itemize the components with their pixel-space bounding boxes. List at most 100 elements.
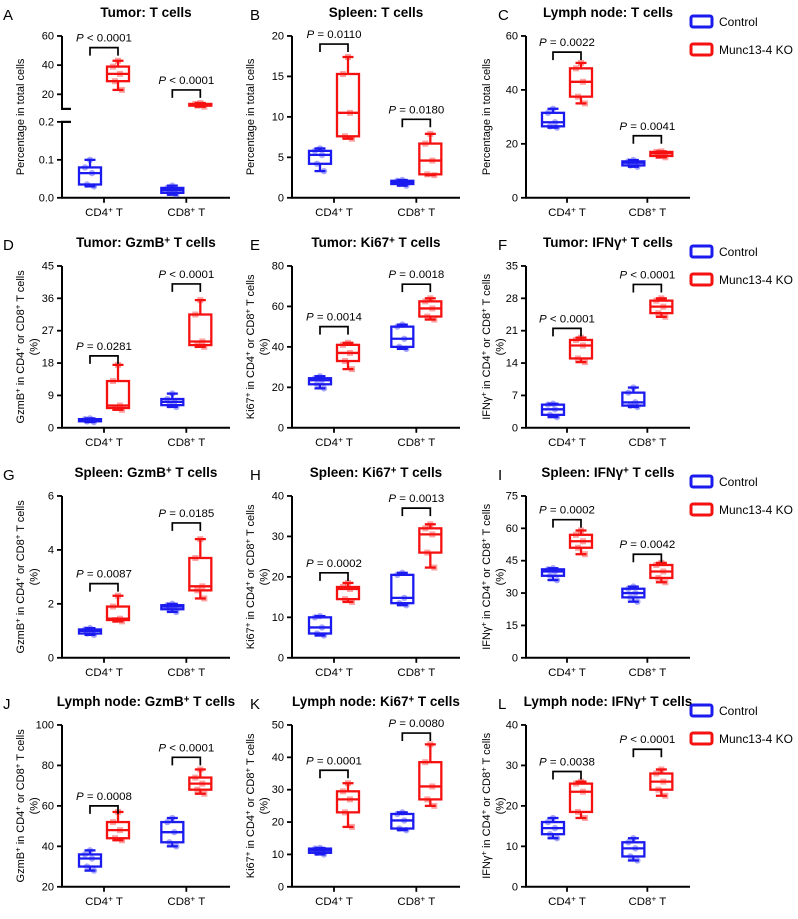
y-tick-label: 40	[506, 84, 518, 96]
panel-letter-J: J	[3, 696, 11, 713]
x-category-label: CD8+ T	[628, 435, 666, 448]
y-axis-label: (%)	[28, 338, 40, 355]
y-tick-label: 40	[272, 341, 284, 353]
significance-bracket	[319, 769, 349, 779]
y-tick-label: 40	[272, 490, 284, 502]
y-tick-label: 60	[272, 301, 284, 313]
y-tick-label: 30	[272, 530, 284, 542]
y-tick-label: 0	[48, 652, 54, 664]
boxplot-A: A Tumor: T cells Percentage in total cells…	[3, 5, 230, 219]
y-tick-label: 20	[42, 89, 54, 101]
panel-J: J Lymph node: GzmB+ T cells GzmB+ in CD4+ …	[0, 689, 240, 919]
y-tick-label: 28	[506, 293, 518, 305]
y-tick-label: 27	[42, 325, 54, 337]
panel-D: D Tumor: GzmB+ T cells GzmB+ in CD4+ or CD…	[0, 230, 240, 460]
panel-B: B Spleen: T cells Percentage in total cell…	[240, 0, 478, 230]
significance-bracket	[319, 43, 349, 53]
y-tick-label: 75	[506, 490, 518, 502]
p-value-label: P = 0.0041	[619, 121, 675, 133]
panel-letter-C: C	[498, 7, 509, 24]
boxplot-B: B Spleen: T cells Percentage in total cell…	[245, 5, 460, 219]
legend-swatch	[689, 731, 714, 746]
panel-title-I: Spleen: IFNγ+ T cells	[541, 464, 674, 479]
significance-bracket	[89, 582, 119, 592]
significance-bracket	[89, 46, 119, 56]
significance-bracket	[89, 354, 119, 364]
significance-bracket	[632, 748, 663, 758]
panel-title-G: Spleen: GzmB+ T cells	[75, 464, 218, 479]
y-tick-label: 20	[272, 30, 284, 42]
panel-letter-F: F	[498, 237, 507, 254]
y-tick-label: 30	[506, 587, 518, 599]
legend-label: Munc13-4 KO	[719, 732, 793, 746]
y-tick-label: 5	[278, 152, 284, 164]
y-tick-label: 80	[272, 260, 284, 272]
p-value-label: P = 0.0180	[388, 104, 444, 116]
legend-swatch	[689, 501, 714, 516]
y-axis-label: (%)	[258, 798, 270, 815]
panel-letter-H: H	[250, 466, 261, 483]
significance-bracket	[552, 770, 582, 780]
p-value-label: P = 0.0042	[619, 539, 675, 551]
panel-letter-B: B	[250, 7, 260, 24]
boxplot-F: F Tumor: IFNγ+ T cells IFNγ+ in CD4+ or CD…	[480, 235, 793, 449]
boxplot-G: G Spleen: GzmB+ T cells GzmB+ in CD4+ or C…	[3, 464, 230, 678]
x-category-label: CD4+ T	[315, 665, 353, 678]
x-category-label: CD4+ T	[548, 665, 586, 678]
y-tick-label: 20	[506, 801, 518, 813]
panel-letter-I: I	[498, 466, 502, 483]
y-tick-label: 2	[48, 598, 54, 610]
p-value-label: P < 0.0001	[158, 75, 214, 87]
y-tick-label: 7	[512, 390, 518, 402]
legend-swatch	[689, 14, 714, 29]
x-category-label: CD8+ T	[628, 665, 666, 678]
legend-item-control: Control	[689, 703, 758, 718]
y-tick-label: 10	[272, 611, 284, 623]
y-axis-label: IFNγ+ in CD4+ or CD8+ T cells	[480, 733, 493, 879]
p-value-label: P = 0.0002	[539, 504, 595, 516]
y-tick-label: 40	[42, 841, 54, 853]
legend-label: Munc13-4 KO	[719, 502, 793, 516]
panel-title-J: Lymph node: GzmB+ T cells	[57, 694, 235, 709]
y-axis-label: Ki67+ in CD4+ or CD8+ T cells	[244, 274, 257, 419]
p-value-label: P = 0.0022	[539, 37, 595, 49]
y-tick-label: 30	[506, 760, 518, 772]
x-category-label: CD4+ T	[85, 435, 123, 448]
y-axis-label: (%)	[494, 338, 506, 355]
x-category-label: CD8+ T	[628, 205, 666, 218]
y-axis-label: (%)	[28, 568, 40, 585]
y-axis-label: Percentage in total cells	[15, 58, 27, 175]
x-category-label: CD8+ T	[167, 435, 205, 448]
y-tick-label: 36	[42, 293, 54, 305]
p-value-label: P = 0.0002	[306, 557, 362, 569]
x-category-label: CD8+ T	[397, 665, 435, 678]
significance-bracket	[632, 283, 663, 293]
y-tick-label: 20	[272, 817, 284, 829]
panel-letter-A: A	[3, 7, 13, 24]
y-tick-label: 45	[42, 260, 54, 272]
y-axis-label: Percentage in total cells	[245, 58, 257, 175]
y-tick-label: 20	[272, 382, 284, 394]
legend-label: Control	[719, 474, 758, 488]
panel-letter-K: K	[250, 696, 260, 713]
y-tick-label: 0	[512, 422, 518, 434]
panel-letter-L: L	[498, 696, 506, 713]
y-tick-label: 30	[272, 784, 284, 796]
p-value-label: P < 0.0001	[76, 33, 132, 45]
legend-item-munc13-4-ko: Munc13-4 KO	[689, 272, 793, 287]
y-tick-label: 45	[506, 555, 518, 567]
panel-title-L: Lymph node: IFNγ+ T cells	[524, 694, 693, 709]
x-category-label: CD4+ T	[315, 895, 353, 908]
legend-swatch	[689, 42, 714, 57]
p-value-label: P < 0.0001	[619, 269, 675, 281]
y-tick-label: 15	[506, 619, 518, 631]
y-axis-label: GzmB+ in CD4+ or CD8+ T cells	[14, 499, 27, 653]
y-tick-label: 15	[272, 71, 284, 83]
y-tick-label: 0.2	[39, 116, 54, 128]
panel-title-B: Spleen: T cells	[329, 5, 423, 20]
p-value-label: P = 0.0038	[539, 757, 595, 769]
y-tick-label: 0	[278, 422, 284, 434]
boxplot-L: L Lymph node: IFNγ+ T cells IFNγ+ in CD4+ …	[480, 694, 793, 908]
legend-item-munc13-4-ko: Munc13-4 KO	[689, 731, 793, 746]
significance-bracket	[319, 325, 349, 335]
